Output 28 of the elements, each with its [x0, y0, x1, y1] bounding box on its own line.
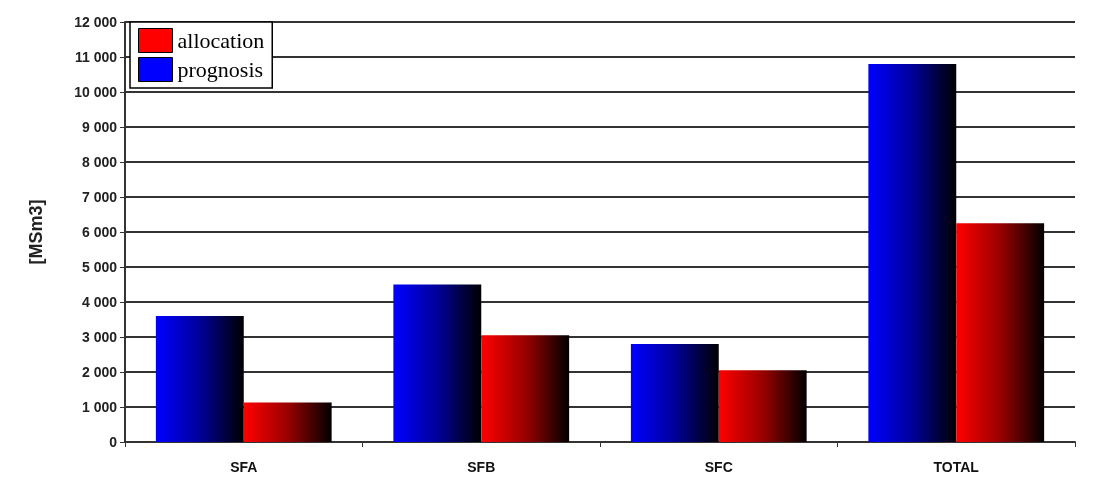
y-tick-label: 10 000 [74, 84, 118, 100]
x-tick-label: SFB [467, 459, 496, 475]
y-axis-title: [MSm3] [26, 199, 46, 265]
y-tick-label: 3 000 [81, 329, 118, 345]
bar [868, 64, 957, 442]
bar [481, 335, 570, 442]
y-tick-label: 0 [109, 434, 118, 450]
bar [243, 402, 332, 442]
y-tick-label: 2 000 [81, 364, 118, 380]
bar [393, 284, 482, 442]
y-tick-label: 1 000 [81, 399, 118, 415]
legend-label: prognosis [177, 57, 264, 82]
y-tick-label: 8 000 [81, 154, 118, 170]
bar [630, 344, 719, 442]
y-tick-label: 9 000 [81, 119, 118, 135]
y-tick-label: 5 000 [81, 259, 118, 275]
bar [718, 370, 807, 442]
x-tick-label: SFC [704, 459, 733, 475]
y-tick-label: 11 000 [74, 49, 118, 65]
x-tick-label: SFA [230, 459, 258, 475]
y-tick-label: 6 000 [81, 224, 118, 240]
y-tick-label: 12 000 [74, 14, 118, 30]
bar [956, 223, 1045, 442]
y-tick-label: 7 000 [81, 189, 118, 205]
y-tick-label: 4 000 [81, 294, 118, 310]
bar [155, 316, 244, 442]
legend-label: allocation [177, 28, 265, 53]
x-tick-label: TOTAL [933, 459, 980, 475]
